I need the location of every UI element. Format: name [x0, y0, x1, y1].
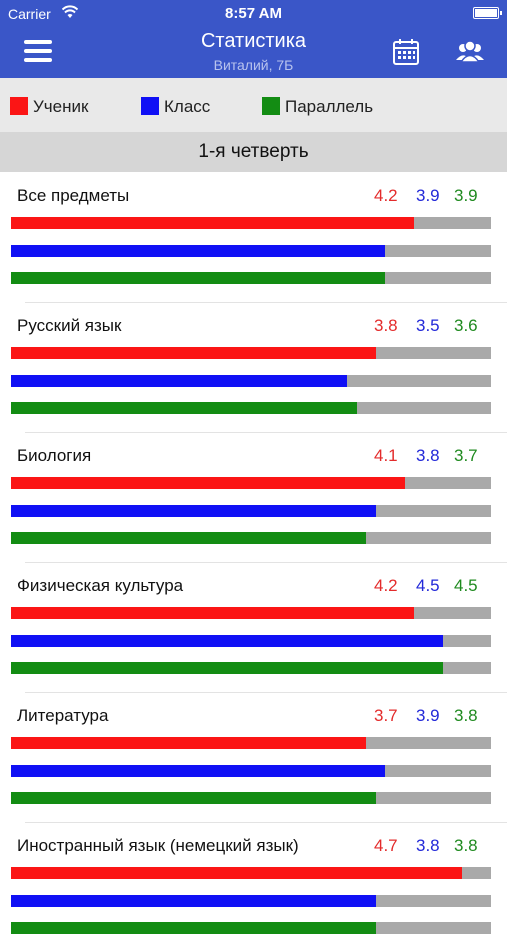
- class-bar: [11, 635, 491, 647]
- parallel-bar: [11, 662, 491, 674]
- student-bar: [11, 217, 491, 229]
- legend: Ученик Класс Параллель: [0, 78, 507, 132]
- period-selector[interactable]: 1-я четверть: [0, 132, 507, 172]
- people-icon[interactable]: [455, 38, 485, 66]
- legend-swatch-green: [262, 97, 280, 115]
- student-grade: 3.7: [374, 706, 398, 725]
- class-grade: 3.8: [416, 446, 440, 465]
- student-bar: [11, 867, 491, 879]
- row-divider: [25, 302, 507, 303]
- subject-row[interactable]: Русский язык 3.8 3.5 3.6: [0, 302, 507, 432]
- student-bar-fill: [11, 217, 415, 229]
- student-bar: [11, 477, 491, 489]
- subject-row[interactable]: Литература 3.7 3.9 3.8: [0, 692, 507, 822]
- parallel-grade: 3.8: [454, 836, 478, 855]
- row-divider: [25, 822, 507, 823]
- class-grade: 3.5: [416, 316, 440, 335]
- student-grade: 3.8: [374, 316, 398, 335]
- carrier-label: Carrier: [8, 6, 51, 22]
- student-bar-fill: [11, 867, 463, 879]
- parallel-grade: 3.7: [454, 446, 478, 465]
- parallel-bar-fill: [11, 922, 376, 934]
- student-grade: 4.2: [374, 186, 398, 205]
- parallel-bar-fill: [11, 272, 386, 284]
- class-bar-fill: [11, 765, 386, 777]
- subject-name: Литература: [17, 706, 109, 725]
- parallel-bar-fill: [11, 532, 367, 544]
- student-grade: 4.7: [374, 836, 398, 855]
- nav-bar: Статистика Виталий, 7Б: [0, 28, 507, 78]
- student-bar-fill: [11, 607, 415, 619]
- student-bar: [11, 737, 491, 749]
- parallel-bar-fill: [11, 792, 376, 804]
- class-bar: [11, 245, 491, 257]
- subject-row[interactable]: Все предметы 4.2 3.9 3.9: [0, 172, 507, 302]
- parallel-bar-fill: [11, 402, 357, 414]
- class-bar-fill: [11, 635, 443, 647]
- class-grade: 3.8: [416, 836, 440, 855]
- parallel-grade: 3.6: [454, 316, 478, 335]
- class-grade: 3.9: [416, 186, 440, 205]
- class-bar-fill: [11, 505, 376, 517]
- row-divider: [25, 692, 507, 693]
- page-title: Статистика: [200, 30, 307, 52]
- subject-row[interactable]: Биология 4.1 3.8 3.7: [0, 432, 507, 562]
- student-grade: 4.1: [374, 446, 398, 465]
- parallel-bar: [11, 792, 491, 804]
- legend-swatch-blue: [141, 97, 159, 115]
- student-grade: 4.2: [374, 576, 398, 595]
- subject-row[interactable]: Иностранный язык (немецкий язык) 4.7 3.8 3.…: [0, 822, 507, 952]
- student-bar: [11, 347, 491, 359]
- subject-row[interactable]: Физическая культура 4.2 4.5 4.5: [0, 562, 507, 692]
- row-divider: [25, 432, 507, 433]
- row-divider: [25, 562, 507, 563]
- class-grade: 3.9: [416, 706, 440, 725]
- parallel-bar: [11, 922, 491, 934]
- page-subtitle: Виталий, 7Б: [213, 57, 294, 73]
- class-grade: 4.5: [416, 576, 440, 595]
- subject-name: Русский язык: [17, 316, 122, 335]
- legend-label: Класс: [164, 97, 211, 116]
- clock: 8:57 AM: [225, 5, 282, 22]
- parallel-grade: 4.5: [454, 576, 478, 595]
- menu-icon[interactable]: [24, 40, 52, 64]
- student-bar-fill: [11, 737, 367, 749]
- parallel-grade: 3.9: [454, 186, 478, 205]
- parallel-bar: [11, 272, 491, 284]
- parallel-bar: [11, 532, 491, 544]
- parallel-bar-fill: [11, 662, 443, 674]
- status-bar: Carrier 8:57 AM: [0, 0, 507, 28]
- class-bar: [11, 375, 491, 387]
- class-bar: [11, 895, 491, 907]
- calendar-icon[interactable]: [392, 38, 420, 66]
- subject-name: Физическая культура: [17, 576, 184, 595]
- legend-label: Ученик: [33, 97, 89, 116]
- legend-label: Параллель: [285, 97, 374, 116]
- class-bar: [11, 505, 491, 517]
- class-bar-fill: [11, 375, 347, 387]
- student-bar: [11, 607, 491, 619]
- parallel-bar: [11, 402, 491, 414]
- class-bar-fill: [11, 895, 376, 907]
- student-bar-fill: [11, 347, 376, 359]
- student-bar-fill: [11, 477, 405, 489]
- class-bar-fill: [11, 245, 386, 257]
- subject-name: Иностранный язык (немецкий язык): [17, 836, 299, 855]
- subject-name: Все предметы: [17, 186, 130, 205]
- class-bar: [11, 765, 491, 777]
- parallel-grade: 3.8: [454, 706, 478, 725]
- wifi-icon: [62, 5, 78, 18]
- battery-icon: [473, 7, 502, 19]
- subject-name: Биология: [17, 446, 92, 465]
- legend-swatch-red: [10, 97, 28, 115]
